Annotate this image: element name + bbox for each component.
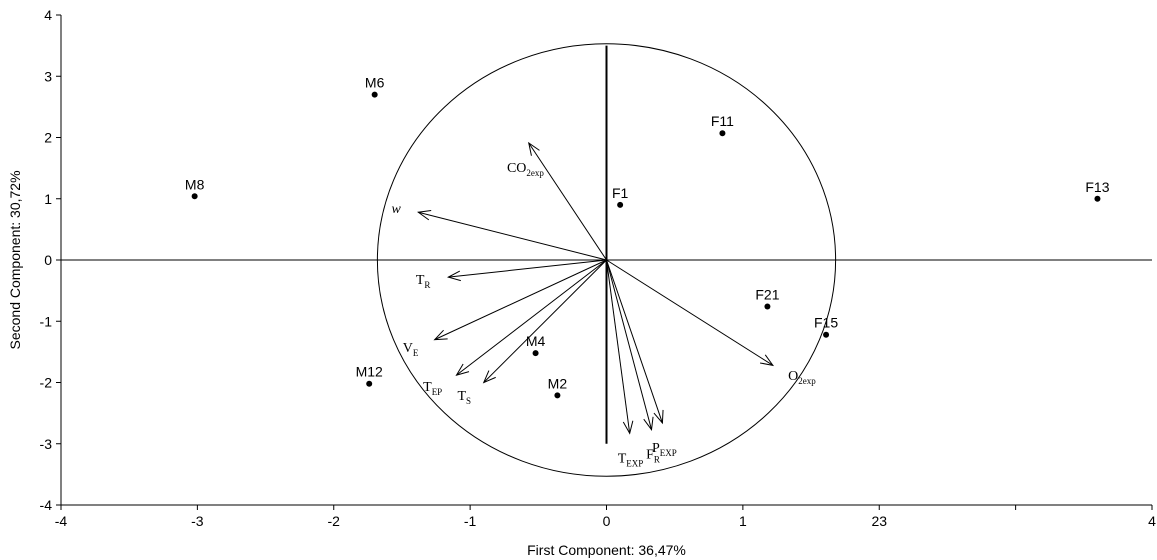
point-m2: M2: [548, 375, 568, 399]
y-tick-label: 2: [44, 130, 52, 146]
x-tick-label: -3: [191, 513, 204, 529]
vector-line: [483, 259, 607, 383]
arrow-head: [760, 354, 775, 367]
vector-label: TEXP: [618, 451, 644, 468]
point-label: M2: [548, 375, 568, 391]
vector-pexp: PEXP: [606, 259, 677, 458]
vector-line: [456, 259, 607, 376]
tick-marks: [56, 14, 1153, 510]
vector-line: [448, 259, 607, 278]
point-marker: [719, 130, 726, 137]
vector-line: [418, 211, 607, 261]
point-marker: [366, 380, 373, 387]
x-tick-label: 4: [1148, 513, 1156, 529]
y-tick-label: 3: [44, 68, 52, 84]
tick-labels: 4 3 2 1 0 -1 -2 -3 -4-4 -3 -2 -1 0 1 23 4: [40, 7, 1157, 529]
y-tick-label: -1: [40, 313, 53, 329]
y-tick-label: 0: [44, 252, 52, 268]
vector-line: [606, 259, 774, 366]
point-label: M4: [526, 333, 546, 349]
point-m8: M8: [185, 176, 205, 200]
point-m4: M4: [526, 333, 546, 357]
vector-co2exp: CO2exp: [507, 141, 607, 261]
vector-line: [606, 259, 652, 430]
vector-line: [528, 142, 607, 261]
point-f1: F1: [612, 185, 629, 208]
arrow-head: [643, 416, 654, 431]
x-tick-label: -4: [55, 513, 68, 529]
zero-lines: [61, 45, 1152, 444]
vector-label: O2exp: [788, 369, 816, 386]
point-marker: [823, 331, 830, 338]
point-label: M12: [356, 364, 383, 380]
x-axis-title: First Component: 36,47%: [527, 542, 686, 558]
vector-fr: FR: [606, 259, 660, 465]
y-tick-label: -3: [40, 436, 53, 452]
y-tick-label: 1: [44, 191, 52, 207]
vector-w: w: [392, 202, 607, 261]
point-marker: [764, 303, 771, 310]
vector-label: TR: [416, 273, 431, 290]
vector-label: VE: [403, 341, 419, 358]
y-tick-label: -4: [40, 497, 53, 513]
arrow-head: [653, 409, 664, 425]
point-marker: [617, 201, 624, 208]
x-tick-label: 23: [871, 513, 887, 529]
vector-ts: TS: [457, 259, 607, 406]
y-axis-title: Second Component: 30,72%: [7, 170, 23, 349]
arrow-head: [622, 420, 634, 435]
arrow-head: [433, 329, 448, 341]
point-marker: [371, 91, 378, 98]
point-label: F11: [711, 113, 734, 129]
arrow-head: [446, 270, 461, 282]
correlation-circle-layer: [376, 43, 837, 477]
y-tick-label: -2: [40, 375, 53, 391]
point-label: M8: [185, 176, 205, 192]
x-tick-label: -1: [464, 513, 477, 529]
correlation-circle: [376, 43, 837, 477]
point-marker: [532, 350, 539, 357]
point-m6: M6: [365, 75, 385, 98]
vector-label: CO2exp: [507, 161, 544, 178]
point-label: F13: [1085, 179, 1109, 195]
point-label: F21: [755, 287, 779, 303]
vector-tep: TEP: [423, 259, 607, 397]
vector-label: FR: [646, 448, 660, 465]
vector-ve: VE: [403, 259, 607, 358]
point-f11: F11: [711, 113, 734, 137]
vector-label: PEXP: [652, 441, 677, 458]
arrow-head: [528, 141, 540, 156]
x-tick-label: 1: [739, 513, 747, 529]
arrow-head: [455, 363, 470, 376]
vector-label: w: [392, 202, 402, 217]
x-tick-label: 0: [603, 513, 611, 529]
point-f15: F15: [814, 315, 838, 338]
vector-o2exp: O2exp: [606, 259, 816, 386]
point-m12: M12: [356, 364, 383, 387]
y-tick-label: 4: [44, 7, 52, 23]
point-marker: [191, 193, 198, 200]
vector-tr: TR: [416, 259, 607, 290]
vector-label: TEP: [423, 380, 442, 397]
point-f13: F13: [1085, 179, 1110, 202]
vector-line: [606, 259, 631, 434]
point-f21: F21: [755, 287, 780, 310]
x-tick-label: -2: [328, 513, 341, 529]
point-label: M6: [365, 75, 385, 91]
point-label: F15: [814, 315, 838, 331]
vector-label: TS: [457, 389, 471, 406]
score-points: M6 M8 F11 F1 F13 F21 F15 M4 M12 M2: [185, 75, 1110, 399]
point-marker: [1094, 195, 1101, 202]
vector-line: [434, 259, 607, 341]
arrow-head: [482, 370, 496, 384]
point-label: F1: [612, 185, 629, 201]
vector-line: [606, 259, 663, 424]
arrow-head: [416, 210, 432, 221]
point-marker: [554, 392, 561, 399]
vector-texp: TEXP: [606, 259, 644, 468]
